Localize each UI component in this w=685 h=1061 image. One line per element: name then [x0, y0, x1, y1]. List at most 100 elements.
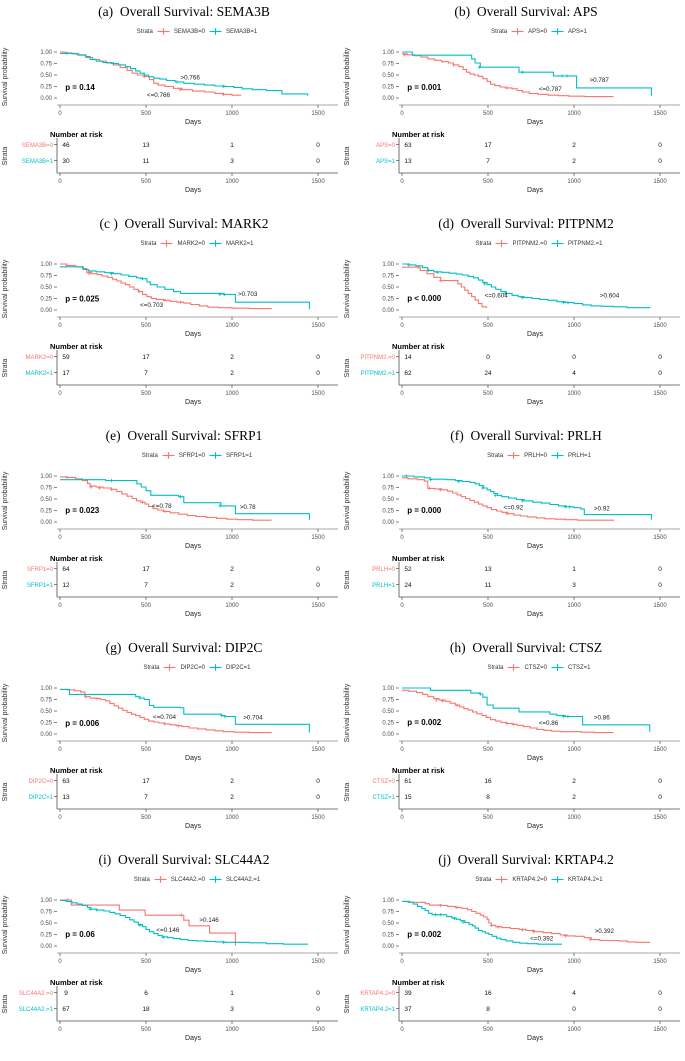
risk-x-tick-label: 0 [58, 391, 62, 397]
censor-marks-strata1 [65, 51, 226, 89]
x-tick-label: 0 [400, 111, 404, 117]
risk-value: 1 [230, 142, 234, 149]
km-curve-strata0 [402, 53, 614, 98]
km-curve-strata1 [60, 899, 309, 945]
censor-marks-strata1 [477, 65, 569, 78]
risk-row-label-strata0: PITPNM2.=0 [360, 355, 395, 361]
risk-value: 2 [230, 794, 234, 801]
risk-value: 63 [62, 778, 70, 785]
risk-x-tick-label: 0 [400, 391, 404, 397]
risk-value: 63 [404, 142, 412, 149]
risk-x-tick-label: 500 [141, 179, 152, 185]
km-curve-strata0 [402, 689, 614, 734]
risk-value: 17 [142, 566, 150, 573]
risk-value: 17 [142, 354, 150, 361]
x-tick-label: 500 [141, 747, 152, 753]
censor-marks-strata0 [439, 903, 592, 942]
km-panel: (c ) Overall Survival: MARK2 Strata MARK… [0, 212, 342, 424]
y-tick-label: 0.75 [40, 486, 52, 492]
y-axis-label: Survival probability [2, 47, 9, 106]
risk-value: 0 [486, 354, 490, 361]
risk-value: 2 [572, 778, 576, 785]
p-value-label: p < 0.000 [407, 294, 442, 303]
risk-value: 37 [404, 1006, 412, 1013]
y-tick-label: 0.50 [40, 285, 52, 291]
legend-label-strata1: PRLH=1 [568, 452, 591, 459]
km-plot-svg: Survival probability 1.00 0.75 0.50 0.25… [2, 895, 338, 1042]
km-curve-strata1 [60, 52, 309, 96]
risk-x-tick-label: 1000 [225, 179, 239, 185]
risk-x-tick-label: 1000 [225, 603, 239, 609]
plot-legend: Strata APS=0 APS=1 [342, 23, 684, 40]
km-plot-svg: Survival probability 1.00 0.75 0.50 0.25… [344, 259, 680, 406]
legend-label-strata0: PRLH=0 [524, 452, 547, 459]
y-tick-label: 0.75 [382, 486, 394, 492]
y-tick-label: 0.50 [40, 73, 52, 79]
risk-row-label-strata1: CTSZ=1 [372, 795, 395, 801]
panel-title: (d) Overall Survival: PITPNM2 [438, 216, 614, 231]
p-value-label: p = 0.001 [407, 83, 442, 92]
censor-marks-strata1 [138, 696, 227, 719]
risk-value: 2 [230, 566, 234, 573]
risk-x-axis-title: Days [185, 611, 201, 618]
risk-value: 0 [316, 990, 320, 997]
risk-x-tick-label: 1000 [567, 815, 581, 821]
risk-x-tick-label: 1000 [567, 391, 581, 397]
plot-legend: Strata SLC44A2.=0 SLC44A2.=1 [0, 871, 342, 888]
y-tick-label: 0.25 [382, 721, 394, 727]
risk-x-tick-label: 500 [483, 1027, 494, 1033]
x-tick-label: 1000 [225, 111, 239, 117]
x-tick-label: 1500 [653, 323, 667, 329]
legend-key-strata0-icon [160, 240, 173, 247]
risk-x-tick-label: 500 [483, 391, 494, 397]
risk-x-axis-title: Days [185, 1035, 201, 1042]
y-axis-label: Survival probability [2, 471, 9, 530]
risk-value: 2 [230, 582, 234, 589]
risk-x-tick-label: 1500 [653, 1027, 667, 1033]
km-panel: (b) Overall Survival: APS Strata APS=0 A… [342, 0, 684, 212]
plot-legend: Strata MARK2=0 MARK2=1 [0, 235, 342, 252]
y-tick-label: 0.00 [382, 944, 394, 950]
curves-layer [60, 51, 309, 96]
x-tick-label: 1500 [311, 747, 325, 753]
risk-x-axis-title: Days [527, 611, 543, 618]
risk-value: 16 [484, 778, 492, 785]
panel-title: (g) Overall Survival: DIP2C [105, 640, 263, 655]
risk-x-tick-label: 1500 [653, 391, 667, 397]
curves-layer [402, 687, 651, 734]
risk-value: 9 [64, 990, 68, 997]
threshold-annotation-high: >0.787 [590, 77, 610, 84]
x-tick-label: 1500 [653, 959, 667, 965]
km-curve-strata1 [60, 266, 310, 310]
risk-row-label-strata0: SLC44A2.=0 [19, 991, 54, 997]
risk-x-tick-label: 1500 [653, 815, 667, 821]
x-tick-label: 500 [483, 111, 494, 117]
panel-title: (c ) Overall Survival: MARK2 [99, 216, 269, 231]
curves-layer [60, 263, 310, 310]
risk-value: 46 [62, 142, 70, 149]
threshold-annotation-low: <=0.86 [539, 720, 559, 727]
y-tick-label: 0.75 [40, 62, 52, 68]
risk-value: 24 [484, 370, 492, 377]
plot-legend: Strata KRTAP4.2=0 KRTAP4.2=1 [342, 871, 684, 888]
risk-row-label-strata0: PRLH=0 [372, 567, 396, 573]
x-axis-title: Days [185, 967, 201, 974]
threshold-annotation-high: >0.704 [243, 714, 263, 721]
plot-legend: Strata SFRP1=0 SFRP1=1 [0, 447, 342, 464]
legend-label-strata0: PITPNM2.=0 [512, 240, 547, 247]
x-axis-title: Days [185, 543, 201, 550]
y-tick-label: 0.25 [382, 933, 394, 939]
risk-value: 30 [62, 158, 70, 165]
legend-title: Strata [475, 240, 492, 247]
risk-row-label-strata1: DIP2C=1 [28, 795, 53, 801]
x-tick-label: 500 [141, 535, 152, 541]
risk-value: 0 [316, 354, 320, 361]
x-axis-title: Days [185, 331, 201, 338]
risk-axis-label: Strata [2, 359, 9, 378]
risk-axis-label: Strata [2, 783, 9, 802]
y-tick-label: 1.00 [40, 686, 52, 692]
risk-value: 17 [62, 370, 70, 377]
y-tick-label: 0.50 [382, 73, 394, 79]
x-tick-label: 1000 [225, 535, 239, 541]
risk-value: 14 [404, 354, 412, 361]
